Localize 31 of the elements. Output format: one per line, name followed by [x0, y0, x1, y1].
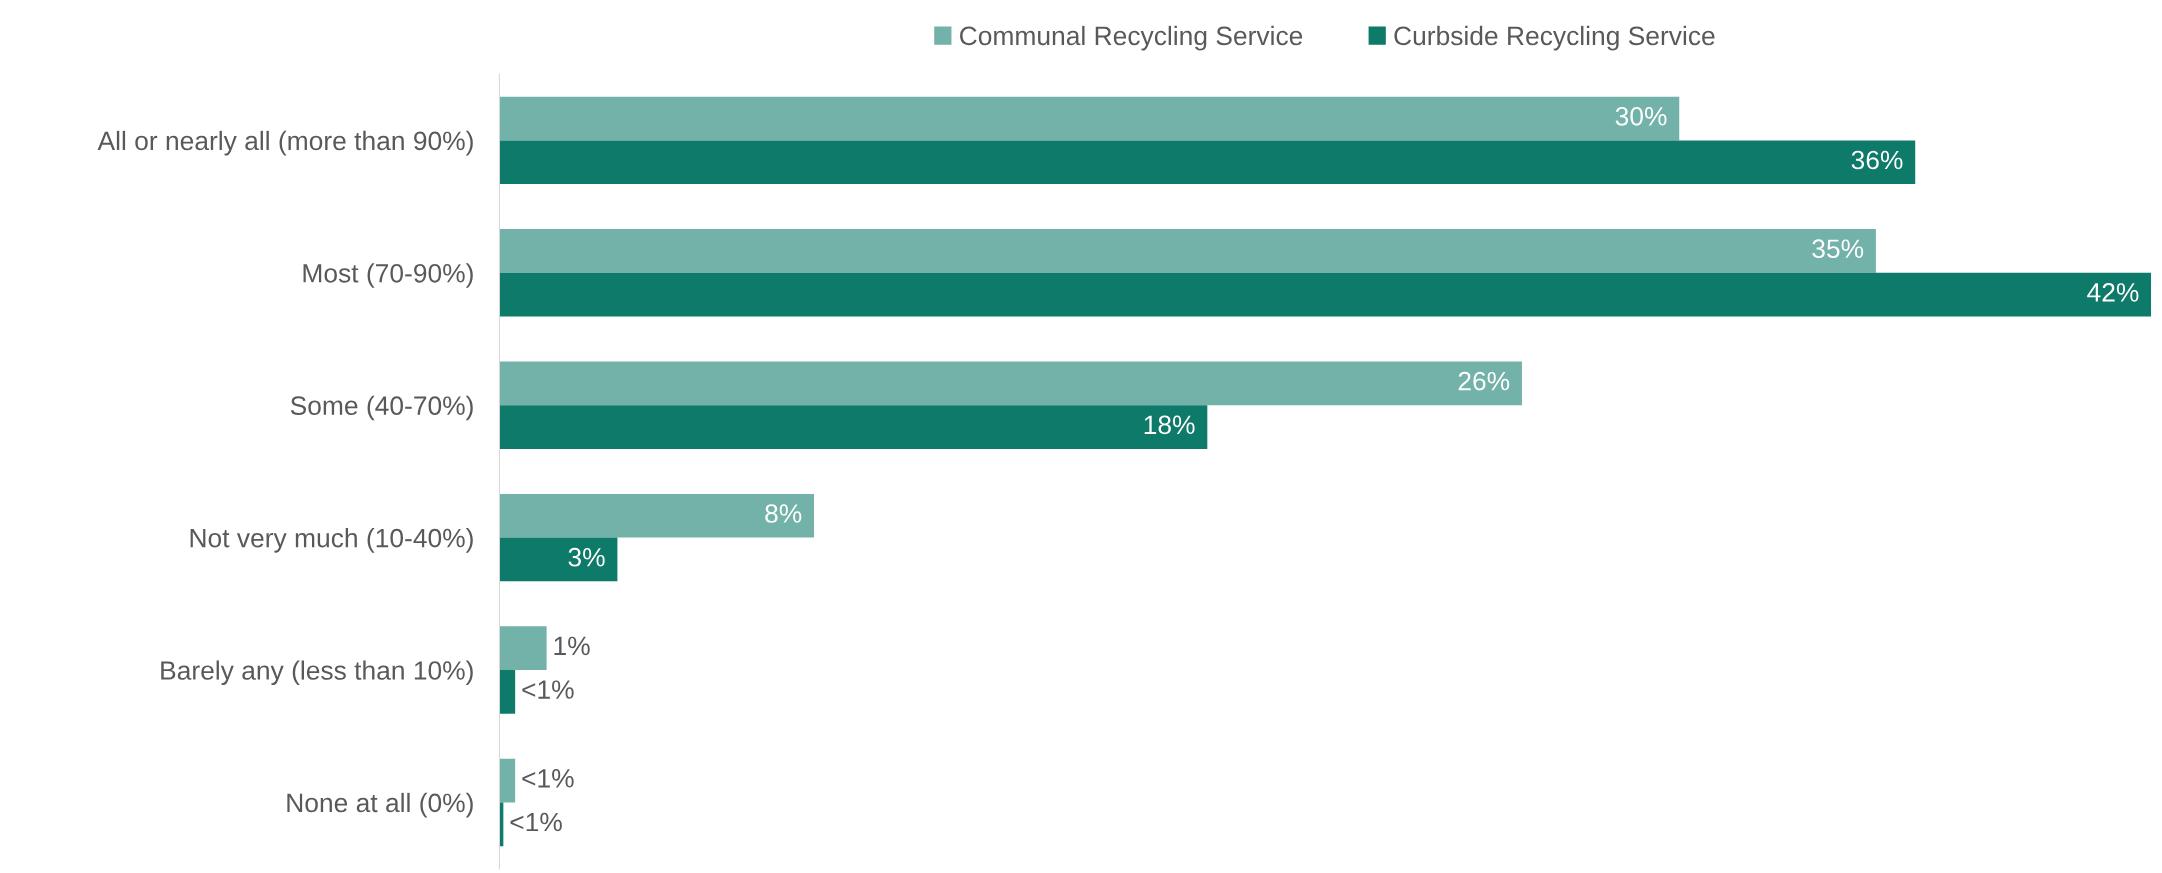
- y-tick-label: Not very much (10-40%): [190, 528, 473, 553]
- bar: [499, 626, 547, 671]
- data-label: 18%: [1144, 415, 1195, 435]
- bar: [499, 758, 516, 803]
- bar: [499, 229, 1876, 273]
- bar: [499, 361, 1522, 406]
- data-label: 35%: [1812, 239, 1864, 259]
- bar: [499, 670, 516, 714]
- y-tick-label: All or nearly all (more than 90%): [97, 130, 473, 156]
- bar: [499, 96, 1680, 141]
- data-label: 30%: [1615, 106, 1667, 126]
- bar: [499, 140, 1916, 185]
- y-tick-label: Barely any (less than 10%): [161, 660, 473, 686]
- legend-label: Curbside Recycling Service: [1394, 25, 1715, 51]
- y-tick-label: Some (40-70%): [290, 395, 473, 421]
- data-label: 8%: [765, 504, 802, 523]
- data-label: 1%: [554, 636, 590, 656]
- y-tick-label: Most (70-90%): [303, 263, 473, 288]
- data-label: <1%: [522, 769, 574, 788]
- bar: [499, 405, 1208, 449]
- bar: [499, 493, 815, 538]
- y-tick-label: None at all (0%): [287, 792, 473, 818]
- data-label: 3%: [568, 547, 605, 567]
- data-label: <1%: [510, 812, 562, 832]
- data-label: 42%: [2087, 283, 2139, 302]
- bar: [499, 272, 2152, 317]
- data-label: 26%: [1458, 371, 1510, 391]
- data-label: 36%: [1851, 150, 1903, 170]
- data-label: <1%: [522, 680, 574, 699]
- bar: [499, 537, 618, 582]
- legend-label: Communal Recycling Service: [960, 25, 1303, 51]
